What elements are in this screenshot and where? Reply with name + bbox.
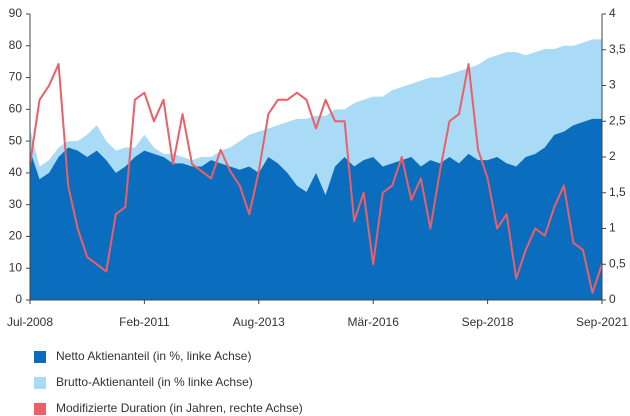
y-tick-label: 90 (9, 6, 23, 20)
y-tick-label: 70 (9, 70, 23, 84)
y2-tick-label: 2,5 (609, 113, 626, 127)
legend-swatch (34, 403, 46, 415)
legend-swatch (34, 351, 46, 363)
y-tick-label: 50 (9, 133, 23, 147)
legend-label: Brutto-Aktienanteil (in % linke Achse) (56, 375, 253, 389)
x-tick-label: Aug-2013 (233, 315, 285, 329)
y-tick-label: 40 (9, 165, 23, 179)
legend-swatch (34, 377, 46, 389)
x-tick-label: Sep-2021 (576, 315, 628, 329)
x-tick-label: Mär-2016 (348, 315, 400, 329)
y2-tick-label: 0 (609, 292, 616, 306)
y2-tick-label: 0,5 (609, 256, 626, 270)
y-tick-label: 30 (9, 197, 23, 211)
line (29, 63, 603, 294)
legend-label: Modifizierte Duration (in Jahren, rechte… (56, 401, 303, 415)
y-tick-label: 20 (9, 229, 23, 243)
y2-tick-label: 2 (609, 149, 616, 163)
y2-tick-label: 3 (609, 78, 616, 92)
y-tick-label: 80 (9, 38, 23, 52)
y-tick-label: 10 (9, 260, 23, 274)
y-tick-label: 60 (9, 102, 23, 116)
x-tick-label: Sep-2018 (462, 315, 514, 329)
y2-tick-label: 4 (609, 6, 616, 20)
x-tick-label: Jul-2008 (7, 315, 53, 329)
x-tick-label: Feb-2011 (119, 315, 170, 329)
y2-tick-label: 1 (609, 221, 616, 235)
y2-tick-label: 3,5 (609, 42, 626, 56)
y-tick-label: 0 (15, 292, 22, 306)
legend-label: Netto Aktienanteil (in %, linke Achse) (56, 349, 251, 363)
y2-tick-label: 1,5 (609, 185, 626, 199)
